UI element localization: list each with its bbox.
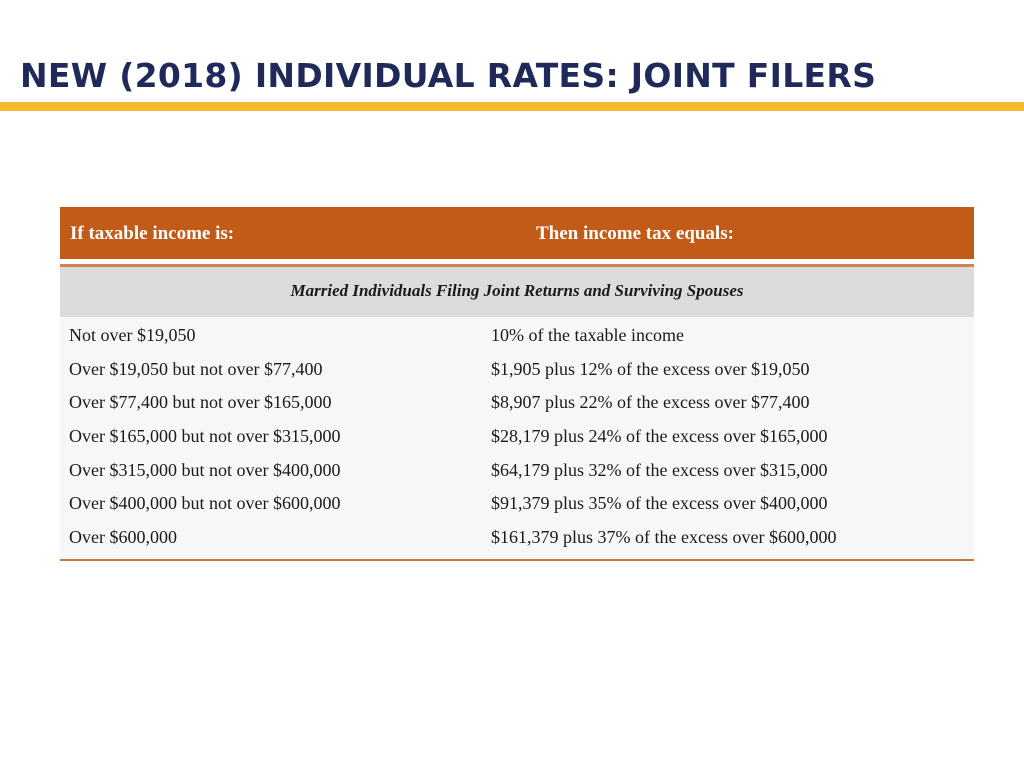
header-gap <box>60 259 974 264</box>
income-cell: Over $77,400 but not over $165,000 <box>69 392 332 413</box>
table-row: Over $315,000 but not over $400,000 $64,… <box>60 454 974 488</box>
section-divider <box>60 264 974 267</box>
tax-cell: $64,179 plus 32% of the excess over $315… <box>491 459 828 480</box>
table-row: Over $165,000 but not over $315,000 $28,… <box>60 420 974 454</box>
income-cell: Over $165,000 but not over $315,000 <box>69 426 341 447</box>
table-row: Over $19,050 but not over $77,400 $1,905… <box>60 353 974 387</box>
income-cell: Not over $19,050 <box>69 325 196 345</box>
tax-cell: $8,907 plus 22% of the excess over $77,4… <box>491 392 810 413</box>
table-row: Over $77,400 but not over $165,000 $8,90… <box>60 386 974 420</box>
tax-cell: $91,379 plus 35% of the excess over $400… <box>491 493 828 514</box>
income-cell: Over $600,000 <box>69 527 177 548</box>
tax-cell: $1,905 plus 12% of the excess over $19,0… <box>491 358 810 379</box>
slide-title: NEW (2018) INDIVIDUAL RATES: JOINT FILER… <box>20 56 877 95</box>
income-cell: Over $400,000 but not over $600,000 <box>69 493 341 514</box>
table-row: Not over $19,050 10% of the taxable inco… <box>60 319 974 353</box>
section-title: Married Individuals Filing Joint Returns… <box>60 267 974 317</box>
table-bottom-rule <box>60 558 974 561</box>
tax-cell: $161,379 plus 37% of the excess over $60… <box>491 527 837 548</box>
table-row: Over $400,000 but not over $600,000 $91,… <box>60 487 974 521</box>
income-cell: Over $19,050 but not over $77,400 <box>69 358 323 379</box>
header-tax: Then income tax equals: <box>536 223 734 244</box>
table-body: Not over $19,050 10% of the taxable inco… <box>60 317 974 559</box>
income-cell: Over $315,000 but not over $400,000 <box>69 459 341 480</box>
tax-rate-table: If taxable income is: Then income tax eq… <box>60 207 974 561</box>
table-header: If taxable income is: Then income tax eq… <box>60 207 974 259</box>
table-row: Over $600,000 $161,379 plus 37% of the e… <box>60 521 974 555</box>
tax-cell: 10% of the taxable income <box>491 325 684 345</box>
tax-cell: $28,179 plus 24% of the excess over $165… <box>491 426 828 447</box>
title-underline <box>0 102 1024 111</box>
header-income: If taxable income is: <box>70 223 235 244</box>
